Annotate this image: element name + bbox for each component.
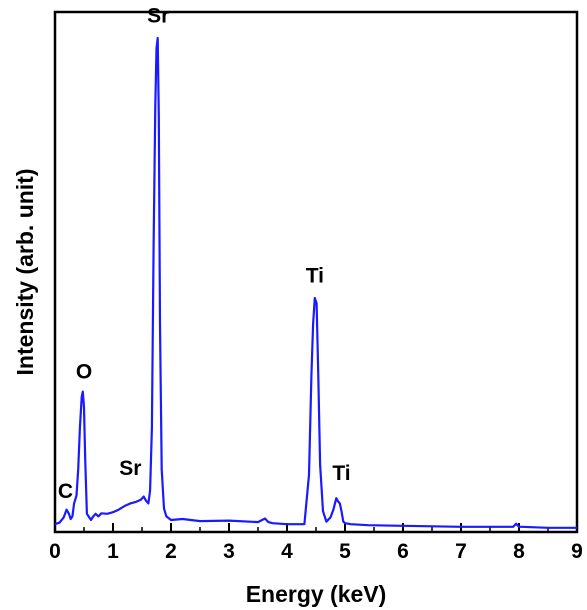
x-tick-label: 6 — [397, 540, 409, 563]
x-axis-title: Energy (keV) — [246, 581, 387, 607]
peak-label: Sr — [147, 4, 169, 27]
peak-labels: C O Sr Sr Ti Ti — [58, 4, 351, 503]
spectrum-line — [54, 36, 577, 529]
peak-label: C — [58, 480, 73, 503]
y-axis-title: Intensity (arb. unit) — [12, 169, 38, 376]
x-tick-label: 7 — [455, 540, 467, 563]
x-axis-tick-labels: 0 1 2 3 4 5 6 7 8 9 — [49, 540, 583, 563]
peak-label: O — [76, 361, 92, 384]
x-tick-label: 2 — [165, 540, 177, 563]
peak-label: Sr — [119, 457, 141, 480]
peak-label: Ti — [332, 462, 350, 485]
x-axis-ticks — [83, 523, 549, 532]
x-tick-label: 8 — [513, 540, 525, 563]
plot-frame — [53, 10, 579, 534]
x-tick-label: 3 — [223, 540, 235, 563]
x-tick-label: 5 — [339, 540, 351, 563]
x-tick-label: 1 — [107, 540, 119, 563]
x-tick-label: 9 — [571, 540, 583, 563]
peak-label: Ti — [306, 264, 324, 287]
x-tick-label: 4 — [281, 540, 293, 563]
x-tick-label: 0 — [49, 540, 61, 563]
